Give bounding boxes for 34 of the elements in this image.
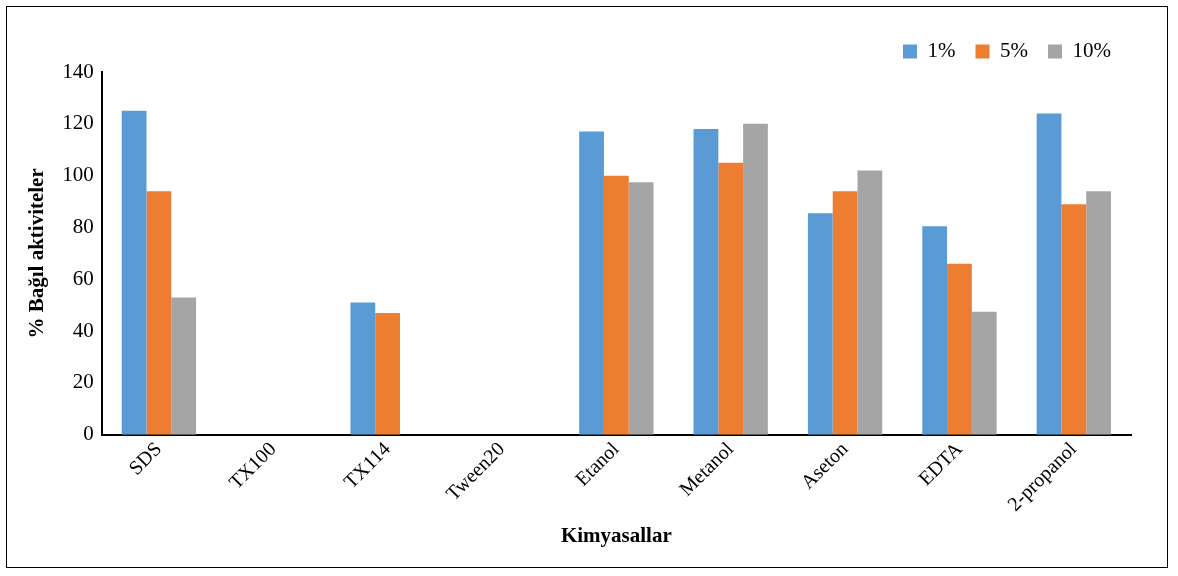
y-tick-label: 80 (72, 213, 94, 238)
y-tick-label: 20 (72, 369, 94, 394)
bar (971, 311, 997, 435)
bar (121, 110, 147, 435)
bar (146, 191, 172, 435)
bar (603, 175, 629, 435)
bar (1036, 113, 1062, 435)
bar (1061, 204, 1087, 435)
bar (350, 302, 376, 435)
bar (693, 129, 719, 435)
y-tick-label: 140 (62, 58, 94, 83)
bar (579, 131, 604, 435)
legend-label: 10% (1072, 38, 1112, 63)
legend-label: 5% (1000, 38, 1029, 63)
bar (171, 297, 197, 435)
bar (743, 123, 768, 435)
y-tick-label: 60 (72, 265, 94, 290)
y-tick-label: 120 (62, 110, 94, 135)
x-axis-title: Kimyasallar (560, 522, 672, 547)
bar (857, 170, 883, 435)
bar (718, 162, 744, 435)
bar (947, 263, 972, 435)
legend-label: 1% (927, 38, 956, 63)
y-tick-label: 0 (83, 421, 94, 446)
bar (628, 182, 654, 435)
bar (922, 226, 948, 435)
bar (832, 191, 858, 435)
x-tick-label: SDS (123, 437, 166, 479)
y-tick-label: 40 (72, 317, 94, 342)
y-axis-title: % Bağıl aktiviteler (24, 168, 49, 339)
bar (1086, 191, 1111, 435)
bar (807, 213, 833, 435)
y-tick-label: 100 (62, 162, 94, 187)
bar (375, 312, 401, 435)
